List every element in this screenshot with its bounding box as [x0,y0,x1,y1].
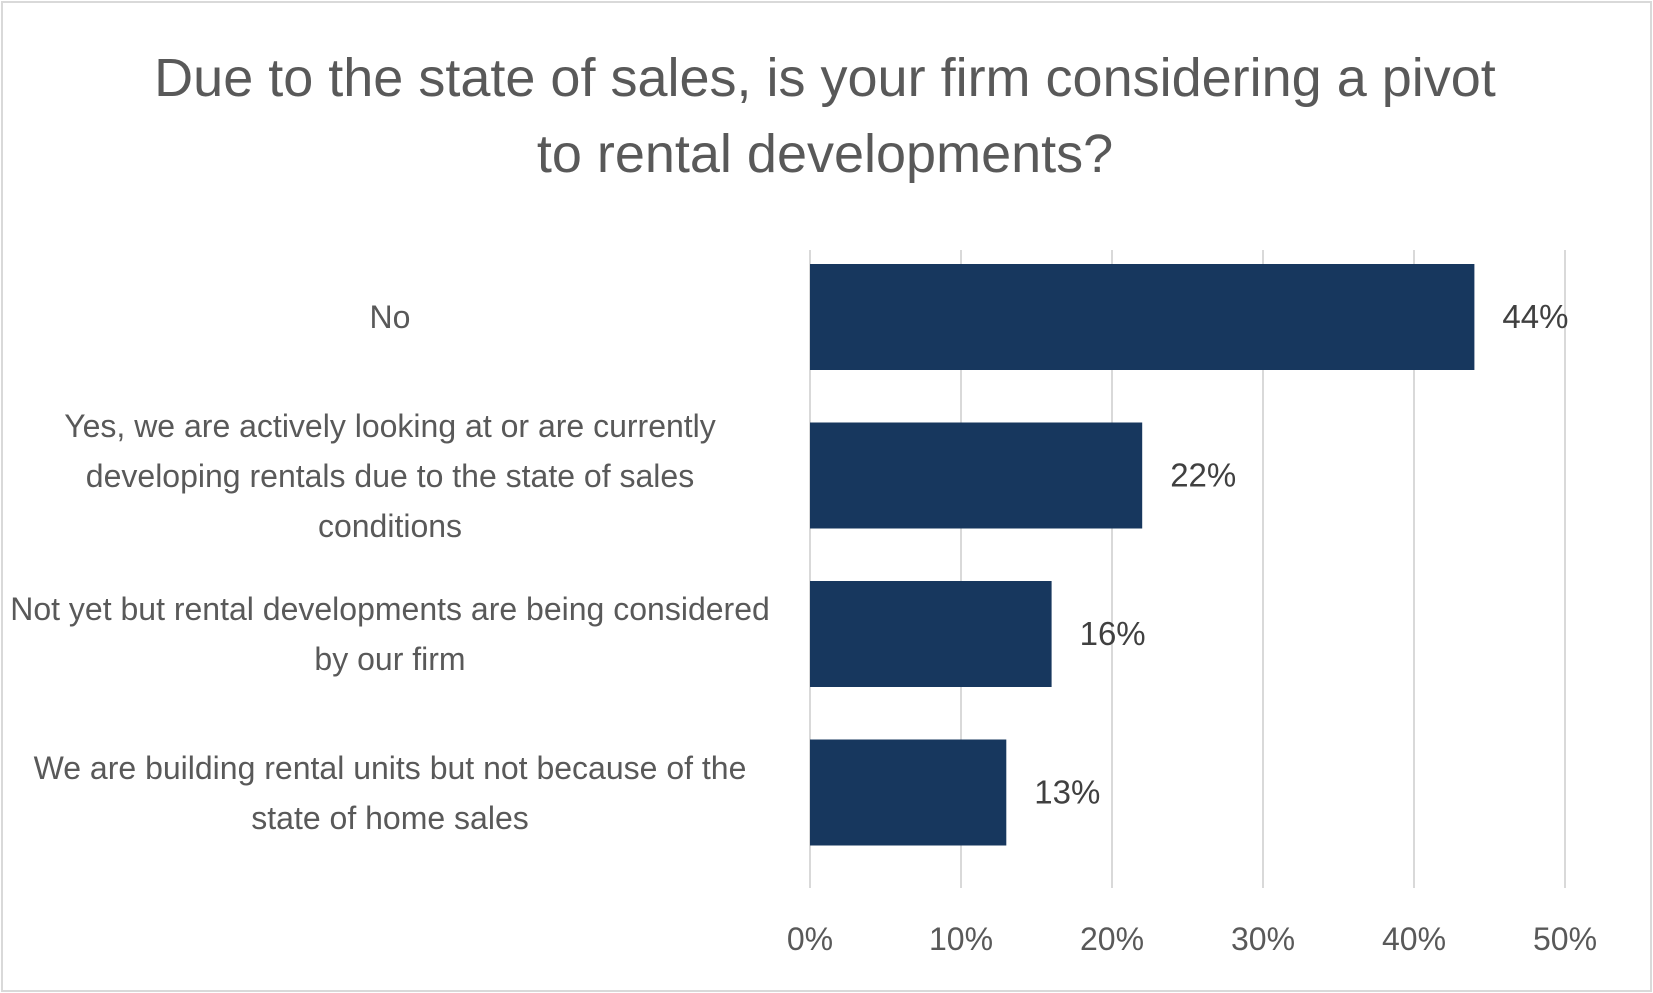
category-label-2: Not yet but rental developments are bein… [10,591,770,677]
x-tick-label-0: 0% [787,921,833,957]
data-label-0: 44% [1502,298,1568,335]
x-tick-label-1: 10% [929,921,993,957]
x-tick-label-2: 20% [1080,921,1144,957]
bar-3 [810,739,1007,846]
x-tick-label-4: 40% [1382,921,1446,957]
bar-0 [810,264,1475,370]
category-label-1: Yes, we are actively looking at or are c… [64,407,716,544]
bar-2 [810,581,1052,687]
bar-1 [810,422,1143,529]
data-label-3: 13% [1034,774,1100,811]
category-label-3: We are building rental units but not bec… [33,749,747,836]
x-tick-label-5: 50% [1533,921,1597,957]
data-label-1: 22% [1170,457,1236,494]
category-label-0: No [369,299,411,335]
x-tick-label-3: 30% [1231,921,1295,957]
data-label-2: 16% [1080,615,1146,652]
chart-title: Due to the state of sales, is your firm … [154,48,1496,184]
